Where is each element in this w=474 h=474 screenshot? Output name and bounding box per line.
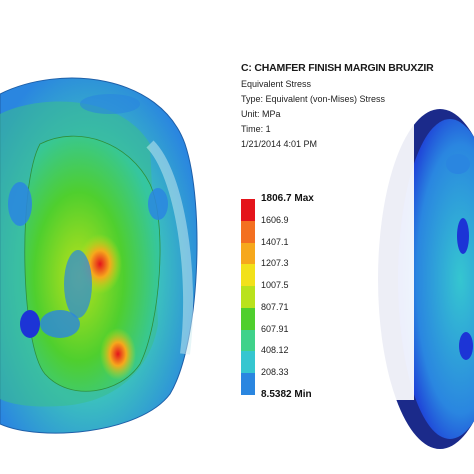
legend-tick-label: 807.71	[261, 301, 289, 312]
result-line-date: 1/21/2014 4:01 PM	[241, 139, 318, 149]
legend-tick-label: 1806.7 Max	[261, 193, 314, 204]
legend-swatch	[241, 242, 255, 265]
result-line-type: Type: Equivalent (von-Mises) Stress	[241, 94, 386, 104]
legend-swatch	[241, 351, 255, 374]
legend-tick-label: 1606.9	[261, 214, 289, 225]
legend-tick-label: 607.91	[261, 323, 289, 334]
legend-swatch	[241, 329, 255, 352]
legend-tick-label: 408.12	[261, 345, 289, 356]
legend-tick-label: 1207.3	[261, 258, 289, 269]
legend-swatch	[241, 286, 255, 309]
result-info-panel	[236, 56, 414, 400]
legend-tick-label: 1407.1	[261, 236, 289, 247]
legend-tick-label: 208.33	[261, 367, 289, 378]
stress-legend-bar	[241, 199, 255, 396]
result-line-time: Time: 1	[241, 124, 271, 134]
fea-viewport[interactable]: C: CHAMFER FINISH MARGIN BRUXZIR Equival…	[0, 24, 474, 450]
legend-tick-label: 8.5382 Min	[261, 389, 312, 400]
legend-swatch	[241, 307, 255, 331]
legend-swatch	[241, 373, 255, 396]
legend-swatch	[241, 264, 255, 287]
result-line-quantity: Equivalent Stress	[241, 79, 312, 89]
legend-swatch	[241, 199, 255, 222]
result-title: C: CHAMFER FINISH MARGIN BRUXZIR	[241, 62, 434, 74]
left-crown-model	[0, 77, 198, 434]
legend-tick-label: 1007.5	[261, 280, 289, 291]
legend-swatch	[241, 220, 255, 244]
result-line-unit: Unit: MPa	[241, 109, 281, 119]
